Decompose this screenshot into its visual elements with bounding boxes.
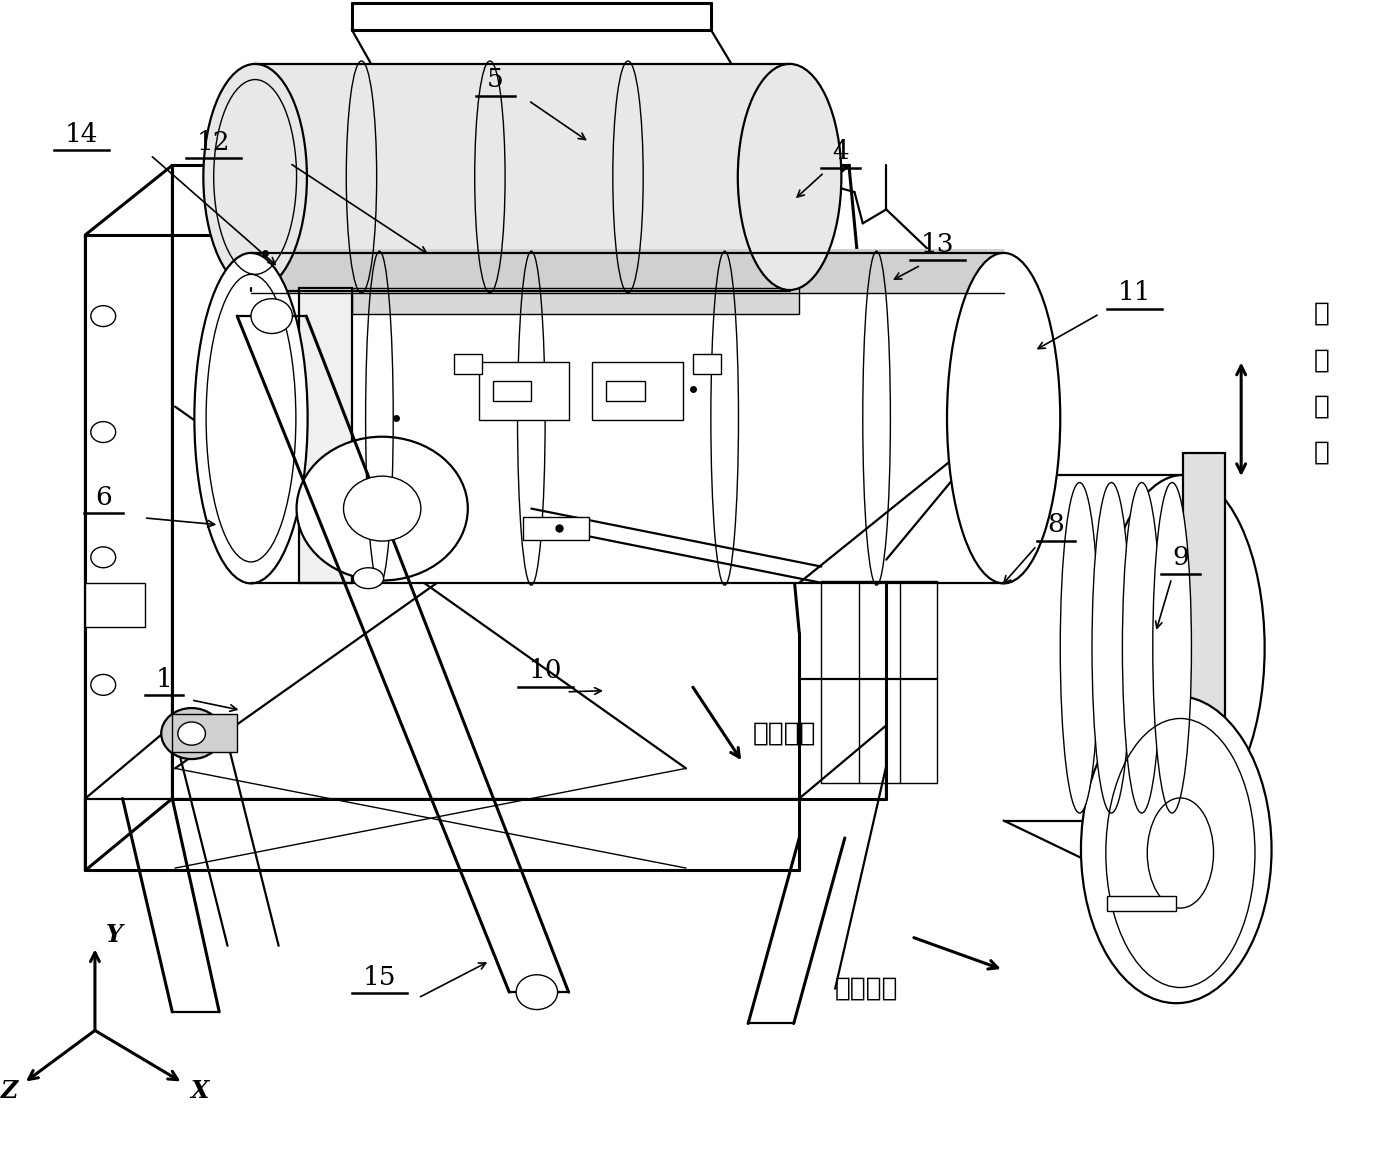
Polygon shape [606, 381, 644, 401]
Text: 12: 12 [198, 130, 231, 154]
Text: 降: 降 [1313, 347, 1330, 373]
Polygon shape [453, 354, 481, 374]
Polygon shape [172, 714, 238, 752]
Polygon shape [85, 583, 145, 627]
Text: 10: 10 [529, 658, 562, 684]
Text: Y: Y [106, 923, 122, 947]
Circle shape [90, 305, 115, 326]
Bar [255, 65, 790, 290]
Polygon shape [593, 362, 683, 420]
Polygon shape [479, 362, 569, 420]
Text: 运: 运 [1313, 394, 1330, 419]
Circle shape [90, 675, 115, 695]
Text: 水平运动: 水平运动 [835, 975, 899, 1002]
Polygon shape [492, 381, 531, 401]
Polygon shape [352, 288, 800, 313]
Text: 14: 14 [64, 122, 97, 146]
Text: 动: 动 [1313, 440, 1330, 466]
Text: 5: 5 [487, 67, 504, 92]
Polygon shape [693, 354, 721, 374]
Text: 11: 11 [1118, 281, 1152, 305]
Circle shape [250, 298, 292, 333]
Polygon shape [523, 517, 590, 540]
Text: 升: 升 [1313, 301, 1330, 326]
Text: Z: Z [0, 1079, 18, 1103]
Ellipse shape [195, 253, 307, 583]
Ellipse shape [1092, 483, 1131, 813]
Bar [250, 252, 1004, 583]
Ellipse shape [947, 253, 1060, 583]
Polygon shape [1184, 453, 1224, 836]
Ellipse shape [1060, 483, 1099, 813]
Ellipse shape [353, 568, 384, 589]
Circle shape [90, 421, 115, 442]
Ellipse shape [1153, 483, 1192, 813]
Circle shape [296, 437, 467, 580]
Polygon shape [1107, 896, 1177, 911]
Text: 1: 1 [156, 666, 172, 692]
Text: 6: 6 [95, 484, 111, 510]
Ellipse shape [1123, 483, 1161, 813]
Circle shape [178, 722, 206, 745]
Ellipse shape [1081, 695, 1271, 1003]
Circle shape [90, 547, 115, 568]
Text: X: X [191, 1079, 209, 1103]
Text: 9: 9 [1173, 545, 1189, 570]
Text: 15: 15 [363, 965, 396, 989]
Text: 8: 8 [1047, 512, 1064, 538]
Ellipse shape [737, 64, 842, 290]
Circle shape [516, 975, 558, 1010]
Text: 俯仰运动: 俯仰运动 [753, 721, 815, 747]
Bar [250, 248, 1004, 293]
Polygon shape [299, 288, 352, 583]
Circle shape [344, 476, 421, 541]
Ellipse shape [203, 64, 307, 290]
Ellipse shape [1102, 475, 1264, 821]
Text: 4: 4 [832, 139, 849, 164]
Bar [1004, 475, 1184, 821]
Circle shape [161, 708, 223, 759]
Text: 13: 13 [921, 232, 954, 257]
